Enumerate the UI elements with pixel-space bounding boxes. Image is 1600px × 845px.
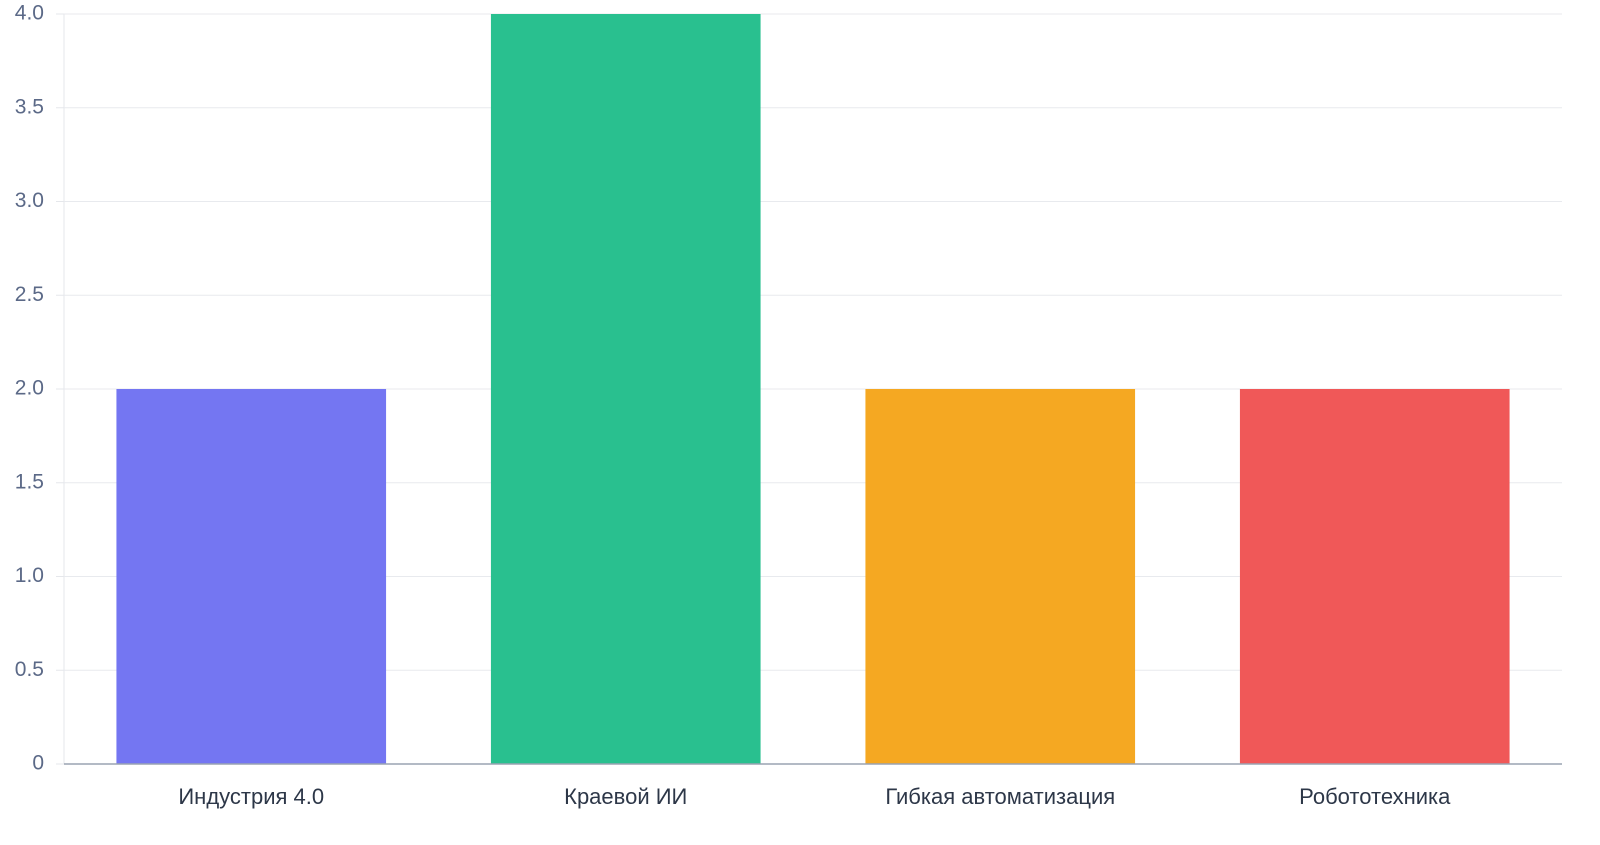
y-tick-label: 1.0: [15, 564, 44, 587]
y-tick-label: 3.0: [15, 189, 44, 212]
x-tick-label: Гибкая автоматизация: [885, 784, 1115, 809]
y-tick-label: 2.5: [15, 283, 44, 306]
y-tick-label: 1.5: [15, 470, 44, 493]
x-tick-label: Робототехника: [1299, 784, 1451, 809]
x-tick-label: Краевой ИИ: [564, 784, 687, 809]
y-tick-label: 3.5: [15, 95, 44, 118]
bar: [490, 14, 761, 764]
x-tick-label: Индустрия 4.0: [178, 784, 324, 809]
y-tick-label: 0: [32, 752, 44, 775]
y-tick-label: 2.0: [15, 377, 44, 400]
y-tick-label: 0.5: [15, 658, 44, 681]
bar: [116, 389, 387, 764]
bar: [1239, 389, 1510, 764]
bar: [865, 389, 1136, 764]
y-tick-label: 4.0: [15, 2, 44, 25]
